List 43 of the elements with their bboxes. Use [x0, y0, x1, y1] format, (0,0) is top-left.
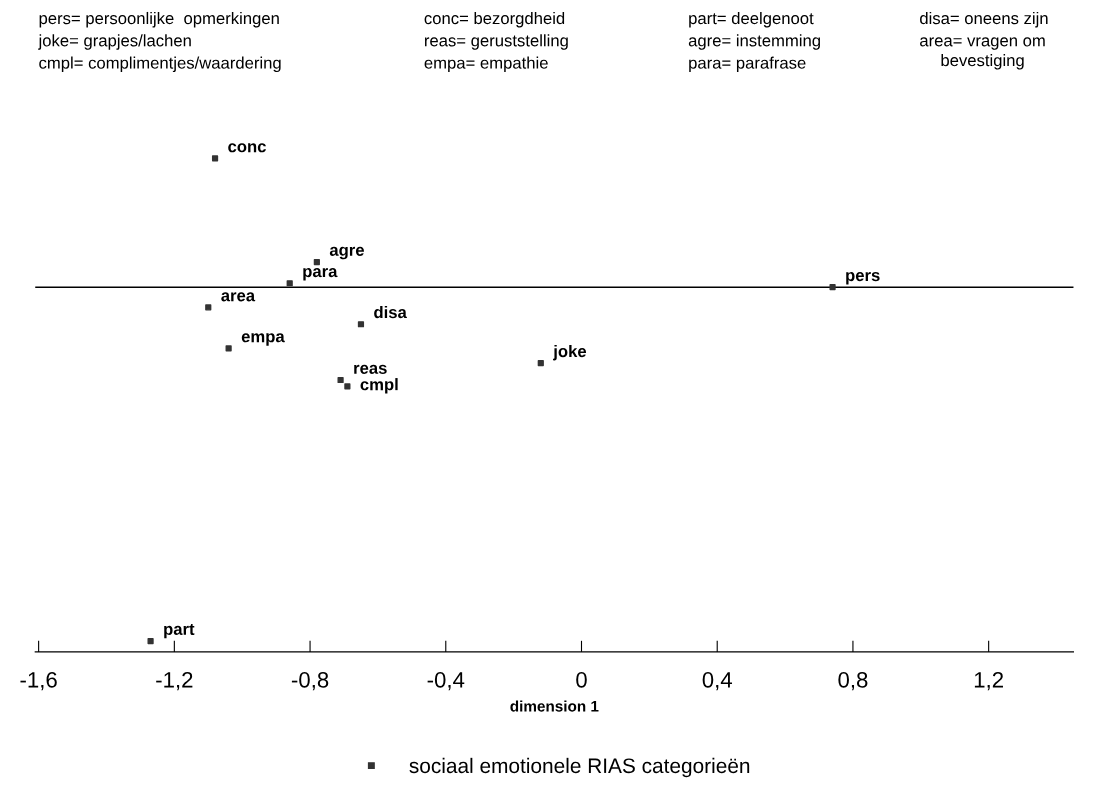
x-tick-label: 0,4 — [702, 671, 733, 691]
text: cmpl= complimentjes/waardering — [39, 56, 281, 73]
point — [337, 376, 344, 384]
x-tick-label: 0 — [576, 671, 587, 688]
text: empa= empathie — [424, 56, 548, 73]
text: conc= bezorgdheid — [424, 11, 565, 28]
text: pers= persoonlijke opmerkingen — [39, 11, 279, 28]
text: agre= instemming — [688, 34, 820, 50]
text: area= vragen om bevestiging — [920, 37, 1045, 70]
annotation: joke — [553, 344, 587, 361]
text: disa= oneens zijn — [920, 11, 1048, 28]
point — [225, 345, 232, 352]
text: part= deelgenoot — [689, 11, 814, 28]
annotation: area — [221, 292, 256, 302]
legend-label: sociaal emotionele RIAS categorieën — [409, 757, 750, 778]
point — [357, 321, 365, 328]
annotation: pers — [846, 271, 880, 285]
point — [147, 637, 154, 645]
x-tick-label: 0,8 — [838, 671, 868, 691]
x-tick-label: -1,6 — [20, 671, 57, 691]
x-tick-label: -0,4 — [427, 671, 465, 691]
x-tick-label: 1,2 — [974, 671, 1003, 691]
point — [211, 155, 219, 162]
annotation: para — [303, 268, 338, 281]
annotation: conc — [228, 143, 266, 153]
annotation: part — [164, 623, 195, 639]
annotation: disa — [374, 305, 407, 319]
annotation: agre — [329, 246, 364, 260]
x-axis-title: dimension 1 — [510, 700, 599, 712]
point — [344, 383, 351, 390]
point — [829, 284, 836, 291]
annotation: reas — [354, 364, 387, 374]
annotation: empa — [241, 333, 285, 346]
point — [286, 280, 293, 287]
text: joke= grapjes/lachen — [38, 34, 191, 50]
text: para= parafrase — [689, 56, 806, 73]
x-tick-label: -1,2 — [156, 671, 193, 691]
text: reas= geruststelling — [424, 34, 568, 50]
point — [537, 360, 544, 367]
point — [205, 304, 212, 311]
x-tick-label: -0,8 — [291, 671, 329, 691]
annotation: cmpl — [360, 378, 398, 394]
point — [313, 258, 320, 266]
